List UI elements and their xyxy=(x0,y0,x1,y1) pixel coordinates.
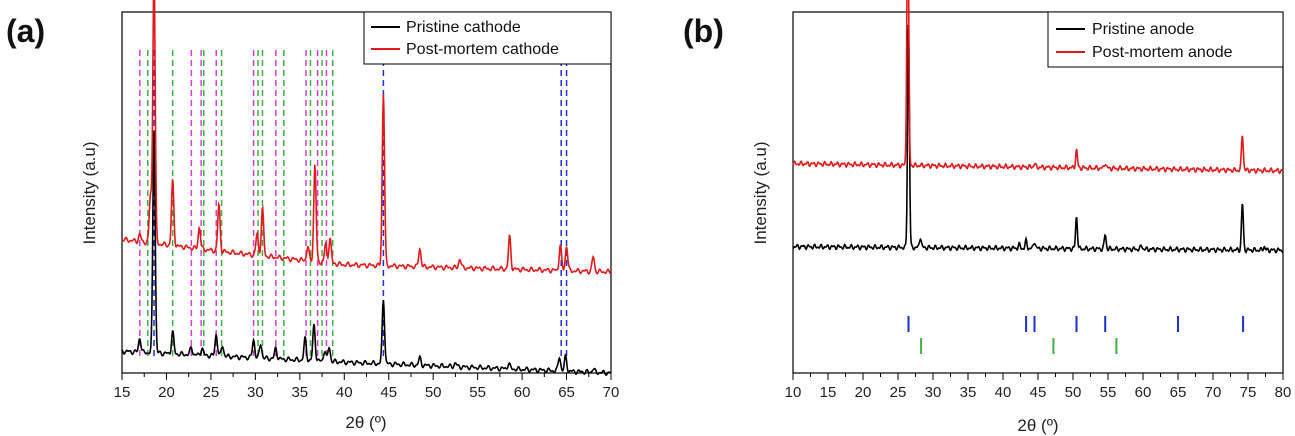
x-tick-label: 60 xyxy=(1135,384,1152,401)
panel-b-legend-label-post-mortem: Post-mortem anode xyxy=(1092,44,1233,61)
x-tick-label: 30 xyxy=(247,384,264,401)
series-line-pristine xyxy=(792,24,1284,254)
panel-a-series xyxy=(121,0,612,377)
x-tick-label: 15 xyxy=(114,384,131,401)
x-tick-label: 10 xyxy=(785,384,802,401)
x-tick-label: 25 xyxy=(203,384,220,401)
x-tick-label: 55 xyxy=(469,384,486,401)
x-tick-label: 40 xyxy=(336,384,353,401)
x-tick-label: 25 xyxy=(890,384,907,401)
panel-b-y-axis-title: Intensity (a.u) xyxy=(751,142,770,245)
x-tick-label: 35 xyxy=(291,384,308,401)
panel-b-legend: Pristine anode Post-mortem anode xyxy=(1047,11,1284,68)
series-line-pristine xyxy=(121,131,612,377)
x-tick-label: 45 xyxy=(380,384,397,401)
panel-b-x-axis-title: 2θ (º) xyxy=(1017,416,1058,435)
x-tick-label: 40 xyxy=(995,384,1012,401)
x-tick-label: 60 xyxy=(514,384,531,401)
x-tick-label: 65 xyxy=(1170,384,1187,401)
x-tick-label: 20 xyxy=(158,384,175,401)
panel-a: (a) 15 20 25 30 35 40 45 50 55 60 65 70 2θ (º) Inte… xyxy=(6,0,619,432)
series-line-post-mortem xyxy=(792,0,1284,175)
x-tick-label: 35 xyxy=(960,384,977,401)
x-tick-label: 20 xyxy=(855,384,872,401)
x-tick-label: 65 xyxy=(558,384,575,401)
panel-a-legend-box xyxy=(363,11,612,65)
x-tick-label: 80 xyxy=(1275,384,1292,401)
x-tick-label: 30 xyxy=(925,384,942,401)
panel-a-frame xyxy=(121,11,612,374)
panel-b-x-ticks: 10 15 20 25 30 35 40 45 50 55 60 65 70 75 80 xyxy=(785,373,1292,401)
panel-b-label: (b) xyxy=(683,13,724,49)
x-tick-label: 70 xyxy=(603,384,620,401)
x-tick-label: 55 xyxy=(1100,384,1117,401)
series-line-post-mortem xyxy=(121,0,612,275)
panel-b: (b) 10 15 20 25 30 35 40 45 50 55 60 65 70 75 80 2θ (º… xyxy=(683,0,1291,435)
panel-b-legend-label-pristine: Pristine anode xyxy=(1092,21,1194,38)
panel-a-legend-label-post-mortem: Post-mortem cathode xyxy=(406,41,559,58)
x-tick-label: 75 xyxy=(1240,384,1257,401)
panel-b-legend-box xyxy=(1047,11,1284,68)
panel-a-y-axis-title: Intensity (a.u) xyxy=(80,142,99,245)
panel-b-frame xyxy=(792,11,1284,374)
x-tick-label: 70 xyxy=(1205,384,1222,401)
x-tick-label: 15 xyxy=(820,384,837,401)
panel-a-legend: Pristine cathode Post-mortem cathode xyxy=(363,11,612,65)
x-tick-label: 45 xyxy=(1030,384,1047,401)
panel-a-x-ticks: 15 20 25 30 35 40 45 50 55 60 65 70 xyxy=(114,373,620,401)
x-tick-label: 50 xyxy=(425,384,442,401)
x-tick-label: 50 xyxy=(1065,384,1082,401)
panel-a-x-axis-title: 2θ (º) xyxy=(345,413,386,432)
panel-a-legend-label-pristine: Pristine cathode xyxy=(406,19,521,36)
panel-a-label: (a) xyxy=(6,13,45,49)
panel-b-series xyxy=(792,0,1284,254)
panel-b-reference-ticks xyxy=(907,316,1245,354)
